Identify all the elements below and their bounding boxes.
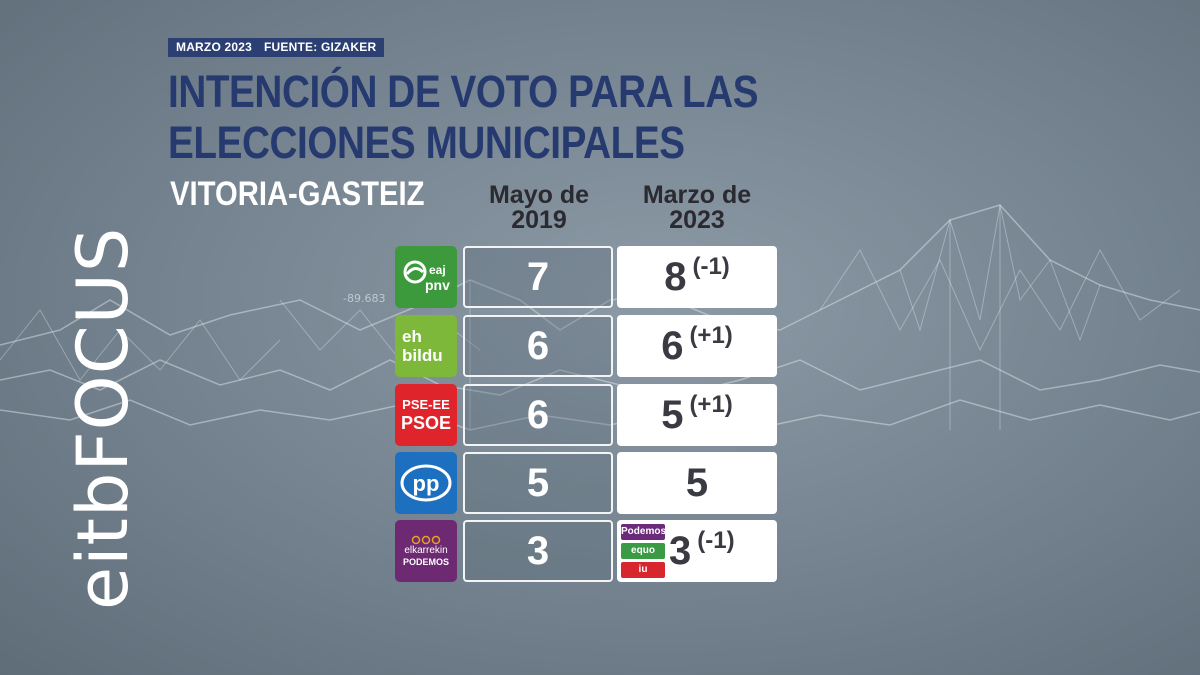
party-row-eaj-pnv: eaj pnv 7 8 (-1) bbox=[395, 246, 777, 308]
seats-change: (+1) bbox=[689, 322, 733, 349]
party-row-pp: pp 5 5 bbox=[395, 452, 777, 514]
seats-current-cell: 8 (-1) bbox=[617, 246, 777, 308]
seats-previous: 6 bbox=[463, 384, 613, 446]
elkarrekin-circles-icon bbox=[411, 535, 441, 544]
eaj-pnv-logo-line2: pnv bbox=[425, 277, 450, 293]
equo-badge: equo bbox=[621, 543, 665, 559]
elkarrekin-podemos-logo: elkarrekin PODEMOS bbox=[395, 520, 457, 582]
eaj-pnv-emblem-icon: eaj pnv bbox=[403, 260, 450, 293]
seats-change: (+1) bbox=[689, 391, 733, 418]
pp-emblem-icon: pp bbox=[400, 464, 452, 502]
city-subtitle: VITORIA-GASTEIZ bbox=[170, 175, 425, 213]
party-row-elkarrekin-podemos: elkarrekin PODEMOS 3 Podemos equo iu 3 (… bbox=[395, 520, 777, 582]
seats-previous: 7 bbox=[463, 246, 613, 308]
pse-psoe-logo-line1: PSE-EE bbox=[402, 397, 450, 412]
pp-logo-text: pp bbox=[413, 471, 440, 496]
podemos-badge: Podemos bbox=[621, 524, 666, 540]
pp-logo: pp bbox=[395, 452, 457, 514]
seats-change: (-1) bbox=[697, 527, 735, 554]
seats-change: (-1) bbox=[692, 253, 730, 280]
survey-source: FUENTE: GIZAKER bbox=[264, 40, 377, 54]
seats-previous: 6 bbox=[463, 315, 613, 377]
seats-current: 5 bbox=[661, 393, 684, 437]
eitb-focus-logo: eitbFOCUS bbox=[62, 227, 144, 610]
seats-current: 8 bbox=[664, 255, 687, 299]
coalition-badges: Podemos equo iu bbox=[621, 524, 666, 578]
seats-current: 3 bbox=[669, 529, 692, 573]
seats-current-cell: 5 bbox=[617, 452, 777, 514]
eh-bildu-logo: eh bildu bbox=[395, 315, 457, 377]
elkarrekin-logo-line2: PODEMOS bbox=[402, 556, 449, 567]
eaj-pnv-logo-line1: eaj bbox=[429, 263, 446, 277]
party-row-pse-psoe: PSE-EE PSOE 6 5 (+1) bbox=[395, 384, 777, 446]
pse-psoe-logo: PSE-EE PSOE bbox=[395, 384, 457, 446]
page-title: INTENCIÓN DE VOTO PARA LAS ELECCIONES MU… bbox=[168, 66, 759, 168]
party-row-eh-bildu: eh bildu 6 6 (+1) bbox=[395, 315, 777, 377]
eh-bildu-logo-line1: eh bbox=[402, 327, 422, 346]
eaj-pnv-logo: eaj pnv bbox=[395, 246, 457, 308]
background-number: -89.683 bbox=[343, 292, 386, 305]
seats-current-cell: 5 (+1) bbox=[617, 384, 777, 446]
source-badge: MARZO 2023 FUENTE: GIZAKER bbox=[168, 38, 385, 57]
seats-previous: 5 bbox=[463, 452, 613, 514]
elkarrekin-logo-line1: elkarrekin bbox=[404, 544, 448, 556]
column-header-previous: Mayo de 2019 bbox=[488, 181, 590, 234]
survey-date: MARZO 2023 bbox=[176, 40, 253, 54]
pse-psoe-logo-line2: PSOE bbox=[400, 413, 452, 433]
seats-current-cell: Podemos equo iu 3 (-1) bbox=[617, 520, 777, 582]
logo-focus-text: FOCUS bbox=[62, 226, 144, 472]
logo-eitb-text: eitb bbox=[62, 471, 144, 610]
iu-badge: iu bbox=[621, 562, 665, 578]
seats-current-cell: 6 (+1) bbox=[617, 315, 777, 377]
column-header-current: Marzo de 2023 bbox=[642, 181, 752, 234]
seats-current: 5 bbox=[685, 461, 709, 505]
seats-current: 6 bbox=[661, 324, 684, 368]
seats-previous: 3 bbox=[463, 520, 613, 582]
eh-bildu-logo-line2: bildu bbox=[402, 346, 443, 365]
